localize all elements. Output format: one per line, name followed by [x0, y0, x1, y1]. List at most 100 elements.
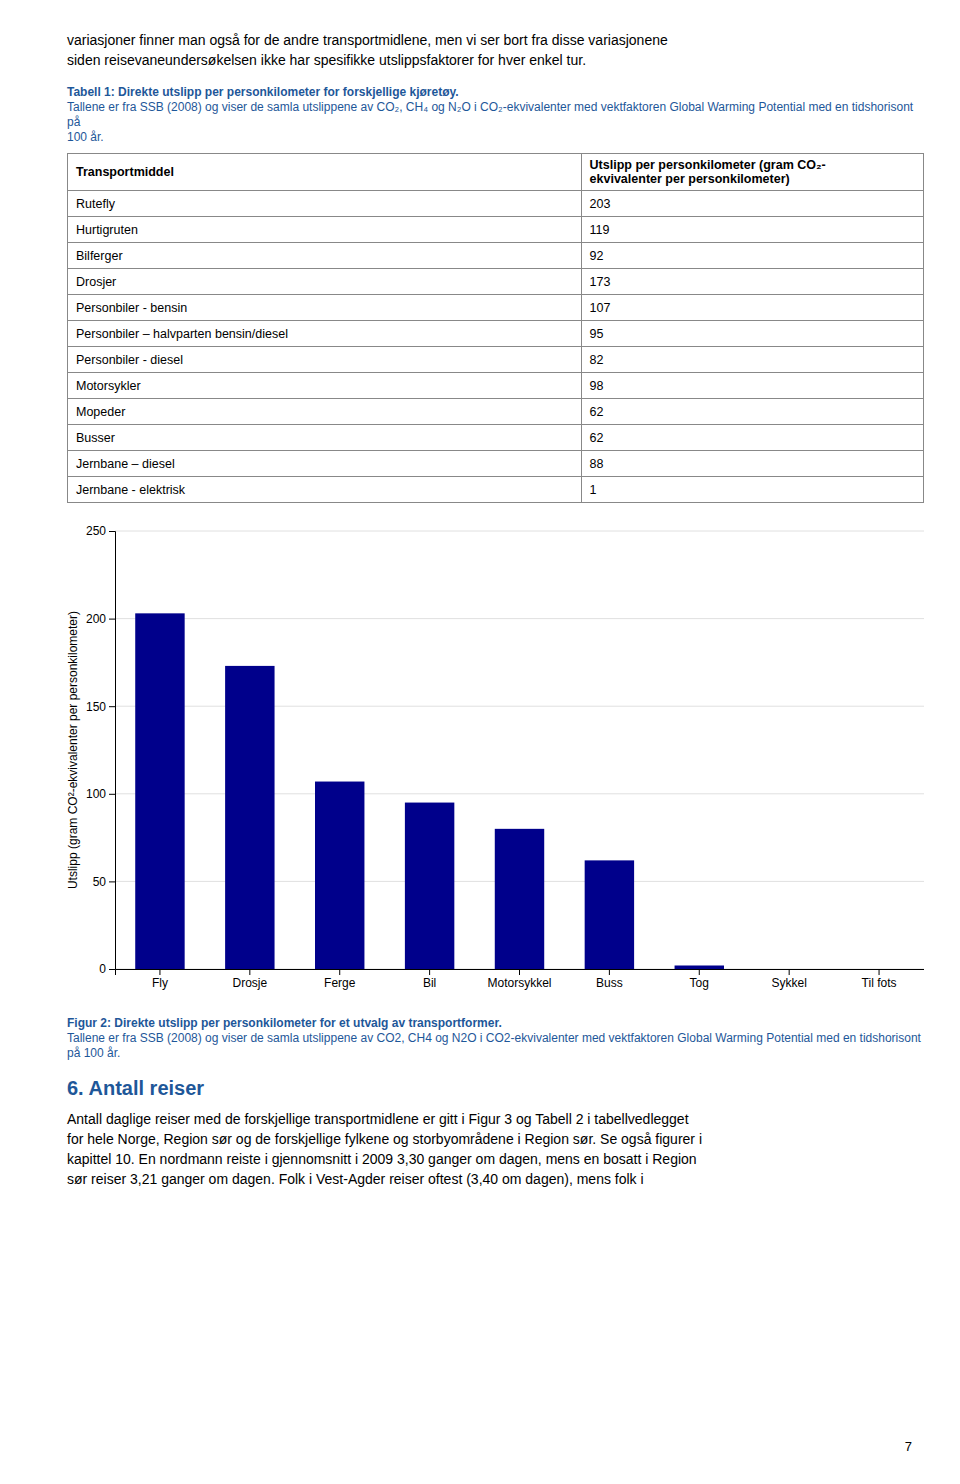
- y-tick-mark: [109, 706, 115, 707]
- x-tick: Sykkel: [771, 969, 806, 990]
- intro-line: siden reisevaneundersøkelsen ikke har sp…: [67, 50, 924, 70]
- table-cell: Personbiler - diesel: [68, 347, 582, 373]
- bar: [315, 782, 364, 969]
- table-cell: Jernbane - elektrisk: [68, 477, 582, 503]
- y-tick-mark: [109, 881, 115, 882]
- x-tick-label: Drosje: [232, 976, 267, 990]
- x-tick-label: Ferge: [324, 976, 356, 990]
- bar: [405, 803, 454, 969]
- table-cell: 98: [581, 373, 923, 399]
- table-cell: 119: [581, 217, 923, 243]
- y-tick: 150: [86, 700, 115, 714]
- table-row: Hurtigruten119: [68, 217, 924, 243]
- y-tick-label: 0: [99, 962, 106, 976]
- x-tick-mark: [879, 969, 880, 975]
- section-body-line: sør reiser 3,21 ganger om dagen. Folk i …: [67, 1169, 924, 1189]
- table-cell: Personbiler - bensin: [68, 295, 582, 321]
- x-tick-label: Fly: [152, 976, 168, 990]
- grid: [115, 531, 924, 969]
- table-cell: 173: [581, 269, 923, 295]
- y-tick: 200: [86, 612, 115, 626]
- table-header-cell: Transportmiddel: [68, 154, 582, 191]
- spacer: [67, 1007, 924, 1015]
- table-cell: Jernbane – diesel: [68, 451, 582, 477]
- table-cell: Hurtigruten: [68, 217, 582, 243]
- x-tick-mark: [789, 969, 790, 975]
- spacer: [67, 503, 924, 517]
- x-tick: Tog: [690, 969, 709, 990]
- x-tick-mark: [699, 969, 700, 975]
- x-tick: Til fots: [862, 969, 897, 990]
- y-tick-label: 150: [86, 700, 106, 714]
- x-axis-line: [116, 970, 925, 976]
- table-cell: 1: [581, 477, 923, 503]
- figure-caption-body: Tallene er fra SSB (2008) og viser de sa…: [67, 1031, 924, 1061]
- table-cell: Personbiler – halvparten bensin/diesel: [68, 321, 582, 347]
- y-tick: 100: [86, 787, 115, 801]
- x-tick-label: Buss: [596, 976, 623, 990]
- table-body: Rutefly203Hurtigruten119Bilferger92Drosj…: [68, 191, 924, 503]
- bars: [135, 613, 724, 969]
- table-row: Busser62: [68, 425, 924, 451]
- bar: [495, 829, 544, 969]
- spacer: [67, 145, 924, 153]
- bar: [854, 969, 903, 970]
- table-cell: 62: [581, 425, 923, 451]
- x-tick: Drosje: [232, 969, 267, 990]
- table-caption-title: Tabell 1: Direkte utslipp per personkilo…: [67, 84, 924, 100]
- y-tick: 250: [86, 524, 115, 538]
- bar: [225, 666, 274, 969]
- table-caption-body: 100 år.: [67, 130, 924, 145]
- grid-line: [115, 618, 924, 619]
- x-tick-label: Tog: [690, 976, 709, 990]
- table-cell: 92: [581, 243, 923, 269]
- intro-line: variasjoner finner man også for de andre…: [67, 30, 924, 50]
- bar: [585, 860, 634, 969]
- x-tick-mark: [519, 969, 520, 975]
- x-tick-label: Til fots: [862, 976, 897, 990]
- x-tick: Buss: [596, 969, 623, 990]
- y-axis-label: Utslipp (gram CO²-ekvivalenter per perso…: [67, 611, 80, 889]
- x-tick-label: Motorsykkel: [487, 976, 551, 990]
- y-axis: 050100150200250: [86, 524, 116, 976]
- table-cell: 88: [581, 451, 923, 477]
- bar-chart: 050100150200250FlyDrosjeFergeBilMotorsyk…: [67, 517, 924, 1007]
- spacer: [67, 1061, 924, 1075]
- data-table: TransportmiddelUtslipp per personkilomet…: [67, 153, 924, 503]
- table-cell: Mopeder: [68, 399, 582, 425]
- section-body-line: for hele Norge, Region sør og de forskje…: [67, 1129, 924, 1149]
- bar: [764, 969, 813, 970]
- section-body-line: kapittel 10. En nordmann reiste i gjenno…: [67, 1149, 924, 1169]
- y-tick-mark: [109, 969, 115, 970]
- y-tick: 0: [99, 962, 115, 976]
- y-axis-line: [109, 532, 116, 970]
- plot: 050100150200250FlyDrosjeFergeBilMotorsyk…: [67, 524, 924, 989]
- bar: [675, 965, 724, 969]
- y-tick-mark: [109, 531, 115, 532]
- x-axis: Fly Drosje Ferge Bil Motorsykkel Buss Tog Sykke…: [116, 969, 925, 990]
- y-tick-label: 100: [86, 787, 106, 801]
- table-row: Rutefly203: [68, 191, 924, 217]
- table-cell: 95: [581, 321, 923, 347]
- x-tick-label: Sykkel: [771, 976, 806, 990]
- x-tick-mark: [159, 969, 160, 975]
- y-tick-mark: [109, 794, 115, 795]
- table-row: Jernbane - elektrisk1: [68, 477, 924, 503]
- grid-line: [115, 531, 924, 532]
- y-tick-mark: [109, 619, 115, 620]
- bar: [135, 613, 184, 969]
- figure-caption-title: Figur 2: Direkte utslipp per personkilom…: [67, 1015, 924, 1031]
- table-cell: Busser: [68, 425, 582, 451]
- x-tick-mark: [249, 969, 250, 975]
- x-tick: Bil: [423, 969, 436, 990]
- table-header-cell: Utslipp per personkilometer (gram CO₂- e…: [581, 154, 923, 191]
- table-row: Bilferger92: [68, 243, 924, 269]
- x-tick-label: Bil: [423, 976, 436, 990]
- table-row: Drosjer173: [68, 269, 924, 295]
- table-row: Motorsykler98: [68, 373, 924, 399]
- table-row: Personbiler - bensin107: [68, 295, 924, 321]
- table-cell: Bilferger: [68, 243, 582, 269]
- table-row: Personbiler – halvparten bensin/diesel95: [68, 321, 924, 347]
- spacer: [67, 70, 924, 84]
- page: variasjoner finner man også for de andre…: [0, 0, 960, 1484]
